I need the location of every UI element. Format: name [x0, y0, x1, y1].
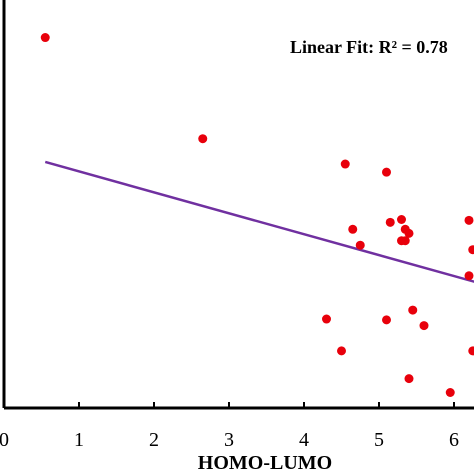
- data-point: [337, 346, 346, 356]
- data-point: [464, 271, 474, 281]
- data-point: [382, 167, 391, 177]
- plot-frame: [2, 0, 474, 410]
- x-tick-label: 5: [374, 429, 384, 451]
- data-point: [322, 314, 331, 324]
- x-tick-label: 4: [299, 429, 309, 451]
- data-point: [468, 245, 474, 255]
- data-point: [397, 215, 406, 225]
- linear-fit-line: [44, 160, 474, 283]
- x-tick-label: 0: [0, 429, 9, 451]
- data-point: [419, 321, 429, 331]
- x-tick-label: 1: [74, 429, 84, 451]
- data-point: [400, 236, 410, 246]
- data-point: [468, 346, 474, 356]
- x-ticks: [3, 402, 455, 408]
- data-point: [404, 374, 414, 384]
- data-point: [404, 228, 414, 238]
- x-tick-labels: 0 1 2 3 4 5 6: [0, 429, 459, 451]
- data-point: [445, 387, 455, 397]
- x-tick-label: 3: [224, 429, 234, 451]
- data-point: [464, 215, 474, 225]
- x-tick-label: 2: [149, 429, 159, 451]
- data-point: [382, 315, 391, 325]
- x-tick-label: 6: [449, 429, 459, 451]
- data-point: [40, 33, 50, 43]
- fit-annotation: Linear Fit: R² = 0.78: [290, 37, 448, 57]
- data-point: [198, 134, 208, 144]
- data-points: [40, 33, 474, 397]
- data-point: [340, 159, 350, 169]
- data-point: [348, 224, 358, 234]
- data-point: [408, 305, 418, 315]
- data-point: [355, 240, 365, 250]
- x-axis-label: HOMO-LUMO: [198, 452, 332, 474]
- data-point: [385, 217, 395, 227]
